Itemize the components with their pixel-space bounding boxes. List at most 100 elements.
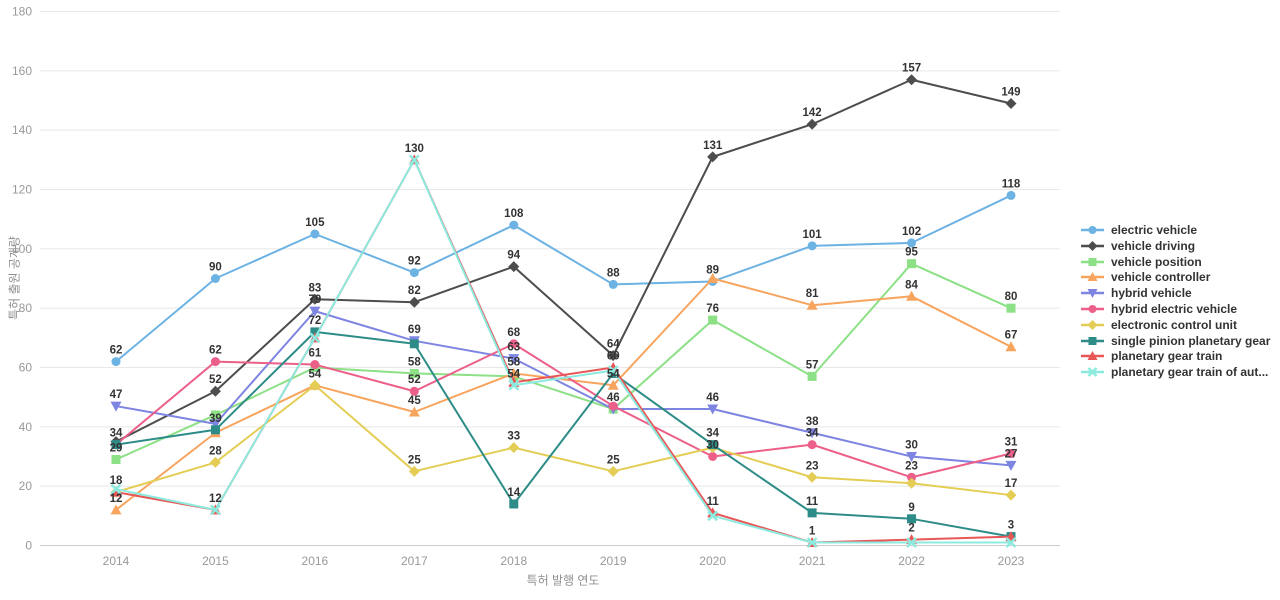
point-planetary-gear-train-of-aut-2017[interactable] xyxy=(408,154,420,166)
point-planetary-gear-train-of-aut-2020[interactable] xyxy=(707,510,719,522)
point-single-pinion-planetary-gear-2022[interactable] xyxy=(907,514,917,524)
point-hybrid-vehicle-2014[interactable] xyxy=(110,401,122,412)
point-electronic-control-unit-2016[interactable] xyxy=(309,379,321,391)
data-label: 60 xyxy=(607,351,620,363)
point-single-pinion-planetary-gear-2018[interactable] xyxy=(509,499,519,509)
point-planetary-gear-train-2014[interactable] xyxy=(110,486,122,497)
point-vehicle-controller-2014[interactable] xyxy=(110,504,122,515)
legend-item-planetary-gear-train-of-aut[interactable]: planetary gear train of aut... xyxy=(1080,366,1270,378)
legend-item-single-pinion-planetary-gear[interactable]: single pinion planetary gear xyxy=(1080,334,1270,347)
point-electric-vehicle-2014[interactable] xyxy=(111,357,121,367)
point-vehicle-position-2023[interactable] xyxy=(1006,303,1016,313)
data-label: 52 xyxy=(209,374,222,386)
point-electronic-control-unit-2021[interactable] xyxy=(806,471,818,483)
data-label: 45 xyxy=(408,395,421,407)
point-vehicle-position-2020[interactable] xyxy=(708,315,718,325)
point-electronic-control-unit-2023[interactable] xyxy=(1005,489,1017,501)
point-hybrid-electric-vehicle-2018[interactable] xyxy=(509,339,519,349)
point-vehicle-driving-2019[interactable] xyxy=(607,350,619,362)
point-vehicle-controller-2023[interactable] xyxy=(1005,341,1017,352)
y-tick-label: 140 xyxy=(12,123,32,137)
point-planetary-gear-train-of-aut-2015[interactable] xyxy=(210,504,221,516)
data-label: 28 xyxy=(209,445,222,457)
point-hybrid-electric-vehicle-2016[interactable] xyxy=(310,360,320,370)
point-hybrid-electric-vehicle-2021[interactable] xyxy=(807,440,817,450)
point-electronic-control-unit-2015[interactable] xyxy=(209,456,221,468)
legend-item-vehicle-driving[interactable]: vehicle driving xyxy=(1080,240,1270,252)
legend-item-planetary-gear-train[interactable]: planetary gear train xyxy=(1080,350,1270,362)
point-hybrid-vehicle-2023[interactable] xyxy=(1005,460,1017,471)
point-hybrid-electric-vehicle-2023[interactable] xyxy=(1006,449,1016,459)
legend-item-electronic-control-unit[interactable]: electronic control unit xyxy=(1080,319,1270,331)
point-electronic-control-unit-2022[interactable] xyxy=(906,477,918,489)
point-vehicle-driving-2020[interactable] xyxy=(707,151,719,163)
point-electric-vehicle-2016[interactable] xyxy=(310,229,320,239)
point-vehicle-driving-2023[interactable] xyxy=(1005,97,1017,109)
legend-item-vehicle-controller[interactable]: vehicle controller xyxy=(1080,271,1270,283)
point-vehicle-position-2022[interactable] xyxy=(907,259,917,269)
point-hybrid-vehicle-2020[interactable] xyxy=(707,404,719,415)
point-vehicle-controller-2022[interactable] xyxy=(906,290,918,301)
point-electric-vehicle-2015[interactable] xyxy=(210,274,220,283)
point-electric-vehicle-2021[interactable] xyxy=(807,241,817,251)
point-single-pinion-planetary-gear-2021[interactable] xyxy=(807,508,817,518)
point-vehicle-controller-2019[interactable] xyxy=(607,379,619,390)
point-planetary-gear-train-of-aut-2014[interactable] xyxy=(110,483,122,495)
point-hybrid-vehicle-2018[interactable] xyxy=(508,354,520,365)
point-electric-vehicle-2017[interactable] xyxy=(409,268,419,278)
point-planetary-gear-train-of-aut-2023[interactable] xyxy=(1005,537,1017,548)
point-hybrid-electric-vehicle-2022[interactable] xyxy=(907,472,917,482)
vehicle-position-legend-marker-icon xyxy=(1081,257,1104,266)
point-hybrid-electric-vehicle-2020[interactable] xyxy=(708,452,718,461)
point-planetary-gear-train-of-aut-2022[interactable] xyxy=(906,537,917,548)
point-hybrid-vehicle-2015[interactable] xyxy=(209,419,221,430)
point-single-pinion-planetary-gear-2016[interactable] xyxy=(310,327,320,337)
point-single-pinion-planetary-gear-2014[interactable] xyxy=(111,440,121,450)
y-tick-label: 60 xyxy=(19,361,33,375)
point-vehicle-controller-2020[interactable] xyxy=(707,273,719,283)
point-vehicle-driving-2022[interactable] xyxy=(906,74,918,86)
point-vehicle-controller-2017[interactable] xyxy=(408,406,420,417)
legend-item-electric-vehicle[interactable]: electric vehicle xyxy=(1080,224,1270,236)
point-hybrid-electric-vehicle-2019[interactable] xyxy=(608,401,618,411)
point-single-pinion-planetary-gear-2017[interactable] xyxy=(409,339,419,349)
point-electric-vehicle-2022[interactable] xyxy=(907,238,917,248)
point-hybrid-vehicle-2021[interactable] xyxy=(806,428,818,439)
point-planetary-gear-train-of-aut-2021[interactable] xyxy=(806,537,818,548)
point-vehicle-driving-2016[interactable] xyxy=(309,293,321,305)
point-planetary-gear-train-of-aut-2016[interactable] xyxy=(309,332,321,344)
point-vehicle-driving-2021[interactable] xyxy=(806,118,818,130)
legend-item-vehicle-position[interactable]: vehicle position xyxy=(1080,256,1270,268)
data-label: 34 xyxy=(706,428,719,440)
point-vehicle-driving-2015[interactable] xyxy=(209,385,221,397)
point-hybrid-electric-vehicle-2015[interactable] xyxy=(210,357,220,367)
point-hybrid-electric-vehicle-2017[interactable] xyxy=(409,386,419,396)
point-planetary-gear-train-of-aut-2019[interactable] xyxy=(607,365,619,376)
legend-item-hybrid-electric-vehicle[interactable]: hybrid electric vehicle xyxy=(1080,303,1270,315)
point-single-pinion-planetary-gear-2020[interactable] xyxy=(708,440,718,450)
point-single-pinion-planetary-gear-2019[interactable] xyxy=(608,368,618,378)
point-electric-vehicle-2018[interactable] xyxy=(509,220,519,230)
point-vehicle-position-2014[interactable] xyxy=(111,454,121,464)
point-electric-vehicle-2023[interactable] xyxy=(1006,190,1016,200)
point-planetary-gear-train-of-aut-2018[interactable] xyxy=(508,379,520,391)
point-vehicle-position-2015[interactable] xyxy=(210,410,220,420)
point-vehicle-driving-2018[interactable] xyxy=(508,261,520,273)
data-label: 63 xyxy=(507,342,520,354)
legend-label: hybrid vehicle xyxy=(1111,286,1192,301)
point-hybrid-vehicle-2016[interactable] xyxy=(309,306,321,317)
point-vehicle-controller-2021[interactable] xyxy=(806,299,818,310)
point-electronic-control-unit-2019[interactable] xyxy=(607,465,619,477)
point-electric-vehicle-2019[interactable] xyxy=(608,279,618,289)
point-single-pinion-planetary-gear-2015[interactable] xyxy=(210,425,220,435)
point-planetary-gear-train-2020[interactable] xyxy=(707,507,719,518)
point-vehicle-position-2017[interactable] xyxy=(409,368,419,378)
point-electronic-control-unit-2018[interactable] xyxy=(508,442,520,454)
point-hybrid-vehicle-2022[interactable] xyxy=(906,452,918,462)
point-vehicle-driving-2017[interactable] xyxy=(408,296,420,308)
legend-item-hybrid-vehicle[interactable]: hybrid vehicle xyxy=(1080,287,1270,299)
point-electronic-control-unit-2017[interactable] xyxy=(408,465,420,477)
point-vehicle-position-2021[interactable] xyxy=(807,371,817,381)
point-planetary-gear-train-2019[interactable] xyxy=(607,362,619,372)
series-hybrid-vehicle xyxy=(110,306,1017,471)
